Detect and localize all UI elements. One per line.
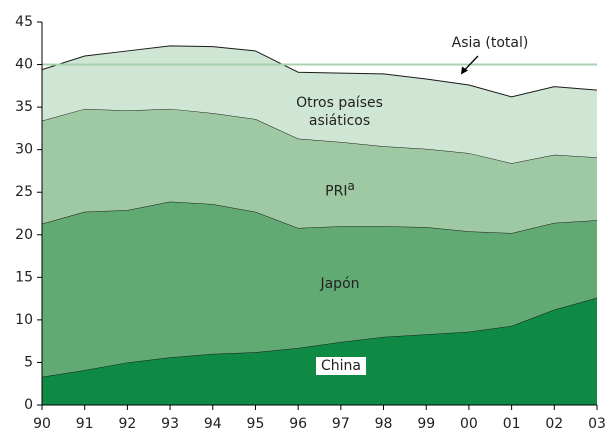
series-label-note: a <box>347 179 355 193</box>
x-tick-label: 02 <box>545 416 563 432</box>
y-tick-label: 20 <box>15 227 33 243</box>
x-tick-label: 97 <box>332 416 350 432</box>
y-tick-label: 35 <box>15 99 33 115</box>
series-label: Otros países asiáticos <box>296 95 383 129</box>
series-label: China <box>316 357 366 375</box>
area <box>42 201 597 377</box>
x-tick-label: 93 <box>161 416 179 432</box>
area <box>42 297 597 405</box>
x-tick-label: 90 <box>33 416 51 432</box>
x-tick-label: 96 <box>289 416 307 432</box>
y-tick-label: 30 <box>15 142 33 158</box>
area <box>42 45 597 164</box>
area-edge <box>41 45 598 98</box>
x-tick-label: 95 <box>247 416 265 432</box>
x-tick-label: 98 <box>375 416 393 432</box>
x-tick-label: 91 <box>76 416 94 432</box>
y-tick-label: 40 <box>15 57 33 73</box>
area-edge <box>41 201 598 234</box>
y-tick-label: 10 <box>15 312 33 328</box>
x-tick-label: 92 <box>118 416 136 432</box>
x-tick-label: 03 <box>588 416 605 432</box>
series-label: PRI <box>325 183 348 200</box>
y-tick-label: 0 <box>24 397 33 413</box>
area <box>42 108 597 234</box>
y-tick-label: 45 <box>15 14 33 30</box>
series-label: Japón <box>320 276 360 292</box>
y-tick-label: 15 <box>15 269 33 285</box>
x-tick-label: 94 <box>204 416 222 432</box>
annotation-arrowhead <box>461 66 468 75</box>
x-tick-label: 01 <box>503 416 521 432</box>
y-tick-label: 25 <box>15 184 33 200</box>
annotation-arrow <box>464 55 479 71</box>
y-tick-label: 5 <box>24 354 33 370</box>
annotation: Asia (total) <box>451 35 529 51</box>
series-label: PRIa <box>310 177 370 201</box>
x-tick-label: 00 <box>460 416 478 432</box>
x-tick-label: 99 <box>417 416 435 432</box>
